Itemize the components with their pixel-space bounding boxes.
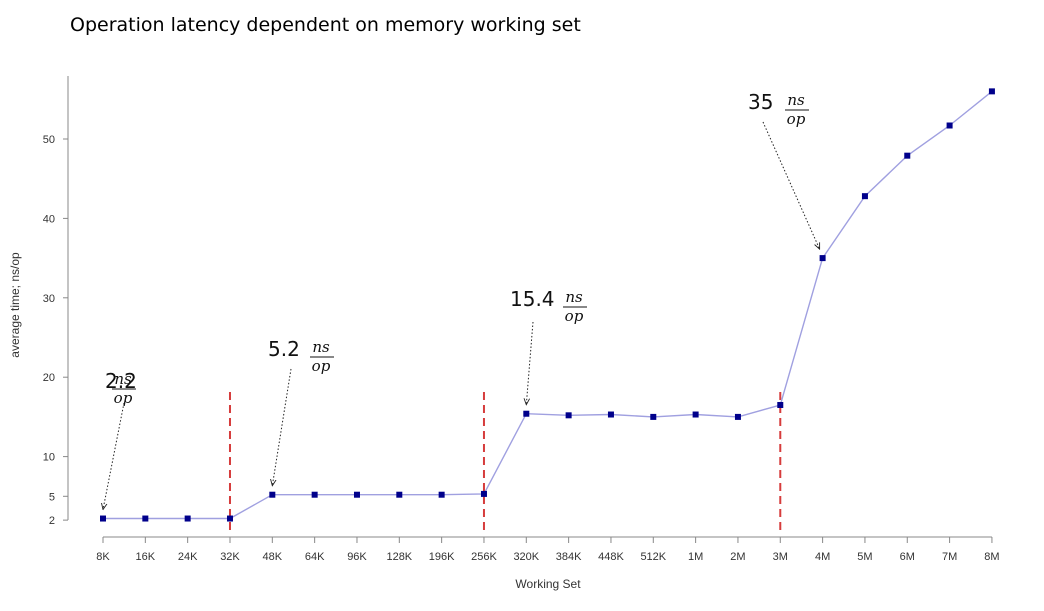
x-tick-label: 5M [857, 551, 872, 563]
x-tick-label: 96K [347, 551, 367, 563]
annotation-value: 35 [748, 90, 773, 114]
data-point [734, 413, 741, 420]
x-tick-label: 1M [688, 551, 703, 563]
data-point [142, 515, 149, 522]
x-tick-label: 3M [773, 551, 788, 563]
y-axis-label: average time; ns/op [8, 252, 22, 358]
x-tick-label: 448K [598, 551, 624, 563]
series-line [103, 90, 993, 520]
data-point [480, 490, 487, 497]
x-tick-label: 128K [386, 551, 412, 563]
annotation-unit-denominator: op [114, 389, 133, 407]
data-point [565, 412, 572, 419]
data-point [946, 122, 953, 129]
annotation-unit-numerator: ns [114, 370, 132, 388]
annotation-arrow [526, 321, 534, 405]
y-tick-label: 50 [43, 134, 55, 146]
data-point [311, 491, 318, 498]
annotation-unit-numerator: ns [565, 288, 583, 306]
data-point [523, 410, 530, 417]
data-point [777, 401, 784, 408]
x-tick-label: 7M [942, 551, 957, 563]
annotation-unit-denominator: op [787, 110, 806, 128]
y-tick-label: 20 [43, 372, 55, 384]
data-point [819, 255, 826, 262]
x-tick-label: 8M [984, 551, 999, 563]
data-point [438, 491, 445, 498]
x-tick-label: 384K [556, 551, 582, 563]
x-tick-label: 48K [263, 551, 283, 563]
x-tick-label: 4M [815, 551, 830, 563]
annotation-unit-denominator: op [565, 307, 584, 325]
annotation-arrow [762, 121, 821, 249]
x-tick-label: 2M [730, 551, 745, 563]
annotation-arrow [103, 402, 125, 510]
x-tick-label: 64K [305, 551, 325, 563]
x-tick-label: 512K [640, 551, 666, 563]
data-point [353, 491, 360, 498]
y-tick-label: 10 [43, 452, 55, 464]
data-point [269, 491, 276, 498]
data-point [650, 413, 657, 420]
data-point [692, 411, 699, 418]
x-tick-label: 16K [136, 551, 156, 563]
x-axis-label: Working Set [515, 577, 581, 591]
x-tick-label: 8K [96, 551, 110, 563]
annotation-arrow [272, 368, 292, 486]
annotation-value: 15.4 [510, 287, 555, 311]
y-tick-label: 40 [43, 213, 55, 225]
annotation-unit-denominator: op [312, 357, 331, 375]
data-point [861, 193, 868, 200]
data-point [226, 515, 233, 522]
page-title: Operation latency dependent on memory wo… [70, 14, 581, 36]
annotation-value: 5.2 [268, 337, 300, 361]
annotation-unit-numerator: ns [787, 91, 805, 109]
x-tick-label: 196K [429, 551, 455, 563]
data-point [607, 411, 614, 418]
x-tick-label: 256K [471, 551, 497, 563]
annotation-unit-numerator: ns [312, 338, 330, 356]
x-tick-label: 6M [900, 551, 915, 563]
data-point [904, 152, 911, 159]
data-point [184, 515, 191, 522]
data-point [988, 88, 995, 95]
data-point [396, 491, 403, 498]
x-tick-label: 320K [513, 551, 539, 563]
x-tick-label: 24K [178, 551, 198, 563]
y-tick-label: 5 [49, 491, 55, 503]
y-tick-label: 30 [43, 293, 55, 305]
x-tick-label: 32K [220, 551, 240, 563]
data-point [100, 515, 106, 522]
y-tick-label: 2 [49, 515, 55, 527]
